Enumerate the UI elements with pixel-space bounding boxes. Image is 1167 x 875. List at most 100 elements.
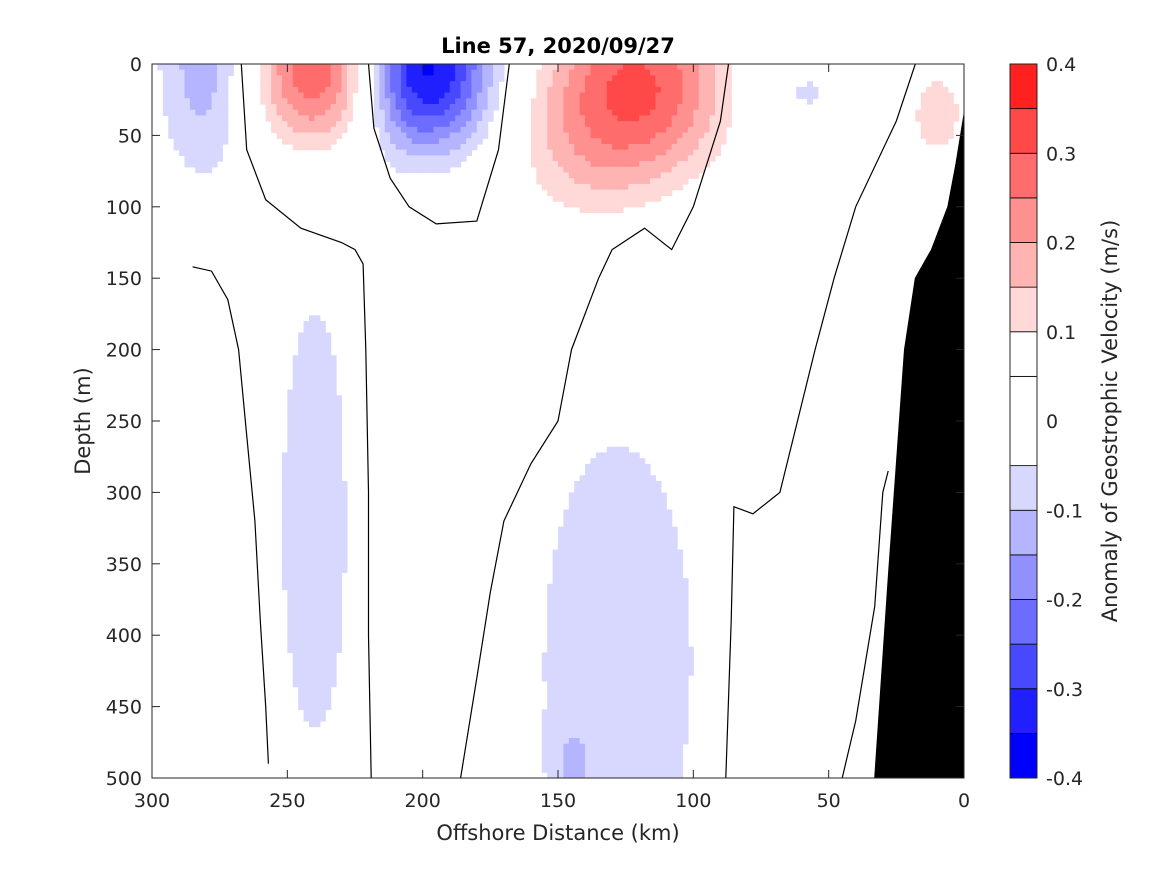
field-cell [606, 69, 613, 77]
field-cell [617, 189, 624, 196]
field-cell [298, 612, 305, 619]
field-cell [558, 720, 565, 728]
field-cell [693, 149, 700, 156]
field-cell [671, 663, 678, 671]
field-cell [292, 583, 299, 591]
field-cell [449, 155, 456, 162]
field-cell [298, 458, 305, 465]
field-cell [622, 720, 629, 728]
field-cell [568, 612, 575, 619]
field-cell [666, 572, 673, 579]
field-cell [568, 589, 575, 596]
field-cell [942, 92, 949, 99]
field-cell [709, 81, 716, 88]
field-cell [552, 618, 559, 625]
field-cell [417, 149, 424, 156]
field-cell [617, 555, 624, 562]
field-cell [465, 121, 472, 128]
field-cell [698, 166, 705, 174]
field-cell [622, 115, 629, 122]
field-cell [460, 75, 467, 82]
field-cell [173, 115, 180, 122]
field-cell [265, 69, 272, 77]
field-cell [655, 92, 662, 99]
field-cell [325, 503, 332, 511]
field-cell [319, 378, 326, 385]
field-cell [422, 126, 429, 134]
field-cell [574, 578, 581, 585]
field-cell [552, 658, 559, 665]
field-cell [319, 366, 326, 374]
field-cell [330, 469, 337, 476]
field-cell [942, 86, 949, 94]
field-cell [330, 680, 337, 688]
field-cell [558, 760, 565, 768]
field-cell [612, 503, 619, 511]
field-cell [547, 623, 554, 631]
field-cell [222, 103, 229, 111]
field-cell [563, 155, 570, 162]
field-cell [162, 98, 169, 105]
field-cell [330, 566, 337, 573]
field-cell [606, 86, 613, 94]
field-cell [660, 149, 667, 156]
field-cell [601, 726, 608, 733]
field-cell [216, 75, 223, 82]
field-cell [655, 86, 662, 94]
field-cell [558, 726, 565, 733]
field-cell [660, 698, 667, 705]
field-cell [714, 98, 721, 105]
field-cell [698, 121, 705, 128]
field-cell [276, 64, 283, 71]
field-cell [660, 183, 667, 191]
field-cell [444, 98, 451, 105]
field-cell [330, 578, 337, 585]
field-cell [287, 423, 294, 431]
field-cell [336, 109, 343, 117]
field-cell [579, 126, 586, 134]
field-cell [639, 692, 646, 699]
field-cell [536, 155, 543, 162]
field-cell [487, 115, 494, 122]
field-cell [330, 366, 337, 374]
field-cell [677, 75, 684, 82]
field-cell [947, 132, 954, 139]
field-cell [552, 703, 559, 711]
field-cell [298, 692, 305, 699]
field-cell [595, 720, 602, 728]
field-cell [319, 452, 326, 459]
field-cell [438, 121, 445, 128]
field-cell [308, 389, 315, 396]
field-cell [601, 452, 608, 459]
field-cell [606, 161, 613, 168]
field-cell [568, 149, 575, 156]
field-cell [574, 515, 581, 522]
field-cell [660, 532, 667, 539]
field-cell [314, 566, 321, 573]
zero-contour [367, 64, 510, 225]
field-cell [660, 658, 667, 665]
field-cell [612, 103, 619, 111]
field-cell [563, 715, 570, 722]
field-cell [308, 69, 315, 77]
field-cell [292, 383, 299, 391]
field-cell [671, 183, 678, 191]
field-cell [303, 572, 310, 579]
field-cell [206, 103, 213, 111]
field-cell [709, 109, 716, 117]
field-cell [574, 760, 581, 768]
field-cell [633, 669, 640, 676]
field-cell [547, 172, 554, 179]
field-cell [633, 480, 640, 488]
field-cell [390, 98, 397, 105]
field-cell [601, 166, 608, 174]
field-cell [682, 738, 689, 745]
field-cell [595, 629, 602, 636]
field-cell [650, 726, 657, 733]
field-cell [579, 658, 586, 665]
field-cell [281, 526, 288, 533]
field-cell [595, 709, 602, 716]
field-cell [633, 64, 640, 71]
field-cell [628, 646, 635, 653]
field-cell [601, 115, 608, 122]
